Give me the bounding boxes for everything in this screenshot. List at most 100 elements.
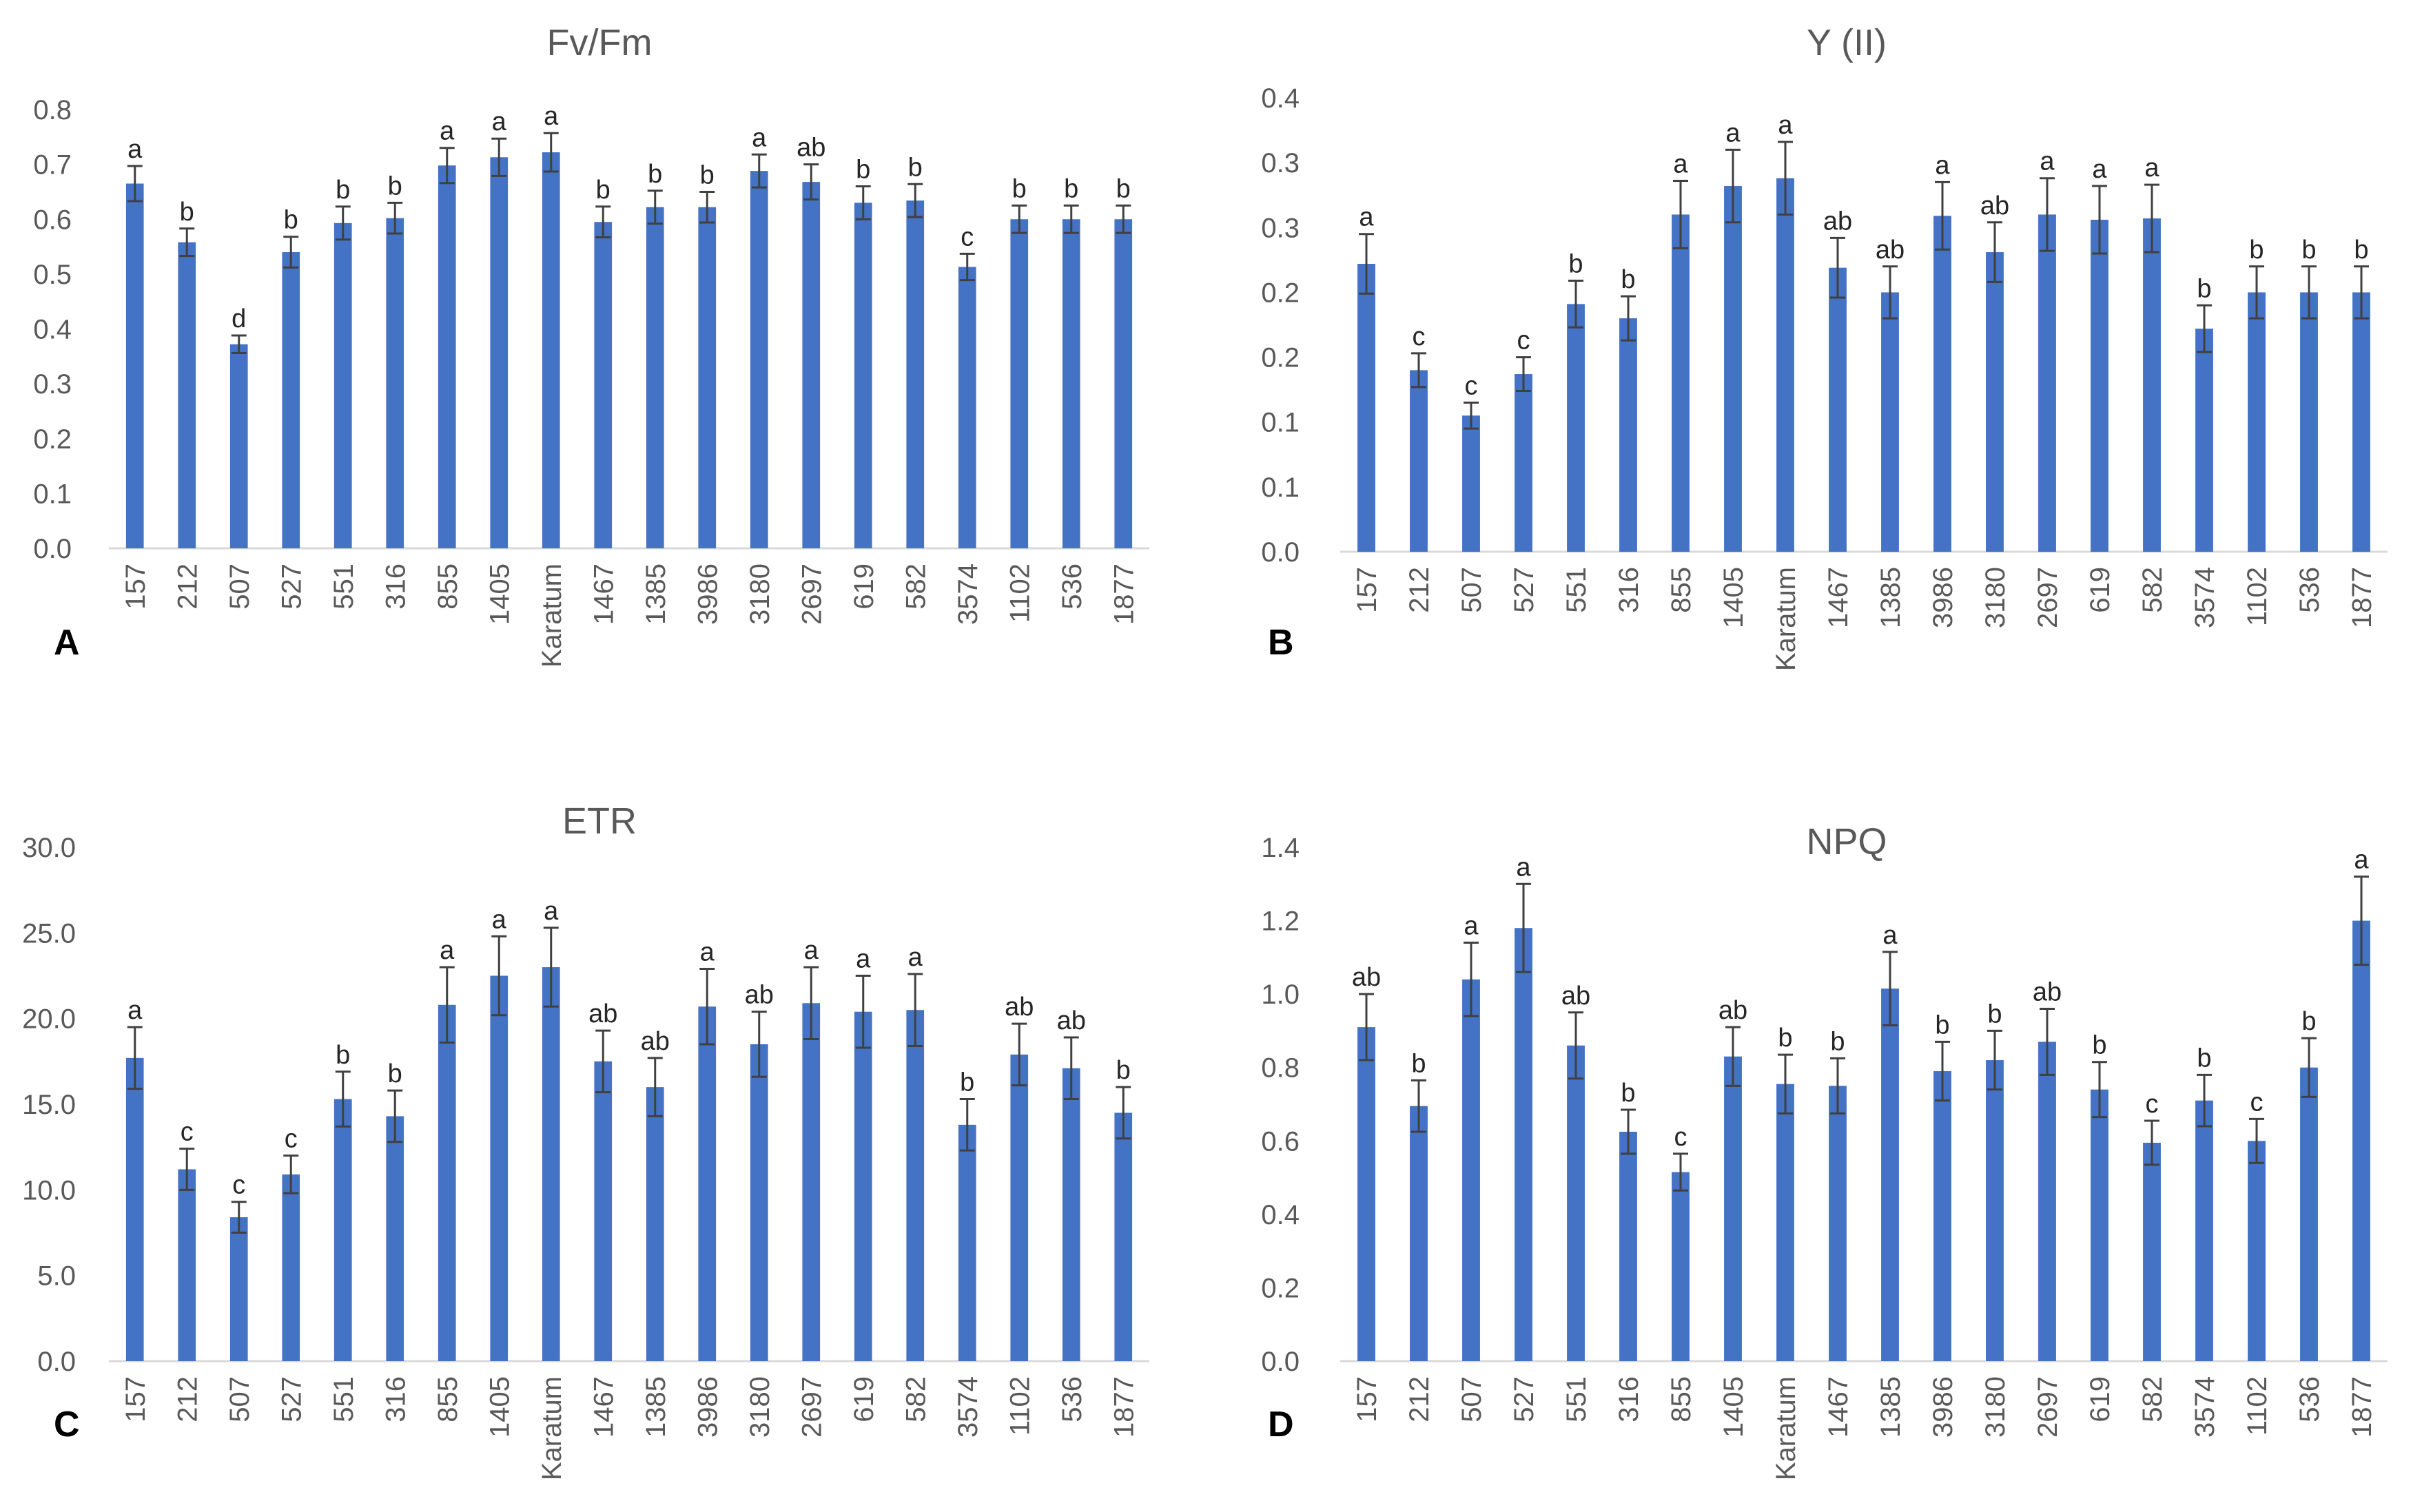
chart-d-xtick-label: 1102 bbox=[2242, 1376, 2272, 1436]
chart-d-bar bbox=[1357, 1027, 1375, 1361]
chart-d-significance-letter: a bbox=[1464, 912, 1479, 941]
chart-c-bar bbox=[1114, 1112, 1133, 1361]
chart-d-significance-letter: c bbox=[1674, 1123, 1687, 1152]
chart-a-significance-letter: b bbox=[1012, 174, 1027, 203]
chart-d-significance-letter: a bbox=[1516, 853, 1531, 882]
chart-d-bar bbox=[1410, 1106, 1428, 1361]
chart-b-xtick-label: 3574 bbox=[2190, 567, 2220, 628]
chart-a-ytick-label: 0.0 bbox=[33, 534, 72, 564]
chart-b-bar bbox=[1515, 374, 1532, 552]
chart-c-ytick-label: 15.0 bbox=[22, 1090, 76, 1120]
chart-d-ytick-label: 0.0 bbox=[1261, 1347, 1300, 1377]
chart-b-significance-letter: c bbox=[1517, 327, 1530, 355]
panel-label-c: C bbox=[54, 1405, 80, 1444]
chart-a-bar bbox=[594, 222, 613, 548]
chart-d-bar bbox=[2143, 1142, 2161, 1361]
chart-b-ytick-label: 0.2 bbox=[1261, 278, 1300, 308]
chart-a-xtick-label: 1467 bbox=[588, 563, 619, 625]
chart-b-bar bbox=[1933, 216, 1951, 552]
chart-c-bar bbox=[282, 1174, 300, 1361]
chart-c-bar bbox=[802, 1003, 821, 1361]
chart-a-significance-letter: a bbox=[752, 123, 767, 152]
chart-d-bar bbox=[1881, 988, 1899, 1361]
chart-a-xtick-label: 3986 bbox=[692, 563, 723, 625]
chart-a-bar bbox=[750, 171, 768, 548]
chart-b-xtick-label: Karatum bbox=[1771, 567, 1801, 671]
chart-a-bar bbox=[229, 344, 248, 548]
chart-c-xtick-label: 507 bbox=[225, 1376, 255, 1422]
chart-c-significance-letter: a bbox=[492, 905, 507, 934]
chart-b-bar bbox=[1724, 186, 1742, 552]
chart-a-bar bbox=[854, 203, 872, 548]
chart-b-xtick-label: 1467 bbox=[1823, 567, 1854, 628]
chart-a-bar bbox=[282, 252, 300, 548]
chart-d-ytick-label: 0.8 bbox=[1261, 1053, 1300, 1084]
chart-c-ytick-label: 20.0 bbox=[22, 1004, 76, 1035]
chart-c-significance-letter: c bbox=[181, 1118, 194, 1147]
chart-a-significance-letter: a bbox=[127, 135, 143, 164]
chart-d-significance-letter: b bbox=[1987, 1000, 2002, 1028]
chart-a-bar bbox=[386, 218, 404, 548]
chart-a-significance-letter: b bbox=[700, 160, 715, 189]
chart-b-significance-letter: a bbox=[1359, 203, 1374, 232]
chart-d-bar bbox=[1776, 1084, 1794, 1361]
chart-d-xtick-label: 1385 bbox=[1876, 1376, 1906, 1438]
chart-d-significance-letter: b bbox=[1778, 1024, 1792, 1053]
chart-a-xtick-label: 1385 bbox=[641, 563, 671, 625]
chart-b-significance-letter: a bbox=[1725, 118, 1741, 147]
chart-d-bar bbox=[2038, 1042, 2056, 1361]
chart-a-bar bbox=[1062, 219, 1080, 548]
chart-b-bar bbox=[1986, 252, 2004, 552]
chart-b-xtick-label: 1102 bbox=[2242, 567, 2272, 626]
chart-b-xtick-label: 551 bbox=[1561, 567, 1592, 613]
chart-a-ytick-label: 0.3 bbox=[33, 369, 72, 400]
chart-c-significance-letter: a bbox=[700, 938, 715, 967]
chart-a-significance-letter: a bbox=[544, 102, 559, 131]
chart-a-significance-letter: b bbox=[648, 160, 662, 189]
chart-c-bar bbox=[750, 1044, 768, 1361]
chart-b-significance-letter: b bbox=[1621, 265, 1635, 294]
chart-a-significance-letter: b bbox=[284, 206, 298, 235]
chart-a-significance-letter: d bbox=[232, 304, 246, 333]
chart-c-xtick-label: 536 bbox=[1057, 1376, 1087, 1422]
chart-a-xtick-label: 1405 bbox=[484, 563, 515, 625]
chart-b-bar bbox=[1357, 264, 1375, 552]
chart-c-bar bbox=[229, 1217, 248, 1361]
chart-a-significance-letter: ab bbox=[797, 134, 825, 163]
chart-c-xtick-label: 3574 bbox=[953, 1376, 983, 1438]
chart-b-bar bbox=[2248, 292, 2266, 552]
chart-c-xtick-label: 619 bbox=[849, 1376, 879, 1422]
chart-d-significance-letter: ab bbox=[1718, 996, 1747, 1025]
chart-c-significance-letter: ab bbox=[1057, 1006, 1086, 1035]
chart-c-significance-letter: ab bbox=[1005, 993, 1034, 1022]
panel-label-b: B bbox=[1268, 623, 1294, 663]
chart-c-xtick-label: 551 bbox=[329, 1376, 359, 1422]
chart-c-bar bbox=[125, 1057, 144, 1361]
chart-b-significance-letter: c bbox=[1465, 371, 1478, 400]
chart-d-significance-letter: b bbox=[1411, 1049, 1426, 1078]
chart-a-bar bbox=[646, 207, 664, 548]
chart-b-significance-letter: a bbox=[2144, 154, 2159, 183]
chart-b-ytick-label: 0.2 bbox=[1261, 343, 1300, 373]
chart-a-bar bbox=[1010, 219, 1029, 548]
chart-d-xtick-label: 3574 bbox=[2190, 1376, 2220, 1438]
chart-c-xtick-label: 1467 bbox=[588, 1376, 619, 1438]
chart-d-xtick-label: 3180 bbox=[1980, 1376, 2011, 1438]
chart-a-ytick-label: 0.4 bbox=[33, 315, 72, 345]
chart-b-bar bbox=[1619, 318, 1637, 552]
chart-b-significance-letter: a bbox=[1673, 150, 1688, 179]
chart-a-bar bbox=[1114, 219, 1133, 548]
chart-d-significance-letter: ab bbox=[1561, 982, 1590, 1011]
chart-d-bar bbox=[2300, 1067, 2318, 1361]
chart-b-bar bbox=[2091, 219, 2108, 552]
chart-a-significance-letter: a bbox=[440, 117, 455, 146]
chart-b-significance-letter: ab bbox=[1823, 207, 1852, 236]
chart-b-significance-letter: ab bbox=[1980, 191, 2009, 220]
chart-c-significance-letter: b bbox=[1116, 1056, 1131, 1085]
chart-b-bar bbox=[2195, 329, 2213, 552]
chart-a-xtick-label: 536 bbox=[1057, 563, 1087, 610]
chart-c-xtick-label: 157 bbox=[121, 1376, 151, 1422]
chart-c-bar bbox=[854, 1011, 872, 1361]
chart-c-bar bbox=[958, 1124, 976, 1361]
chart-d-significance-letter: c bbox=[2146, 1090, 2159, 1119]
